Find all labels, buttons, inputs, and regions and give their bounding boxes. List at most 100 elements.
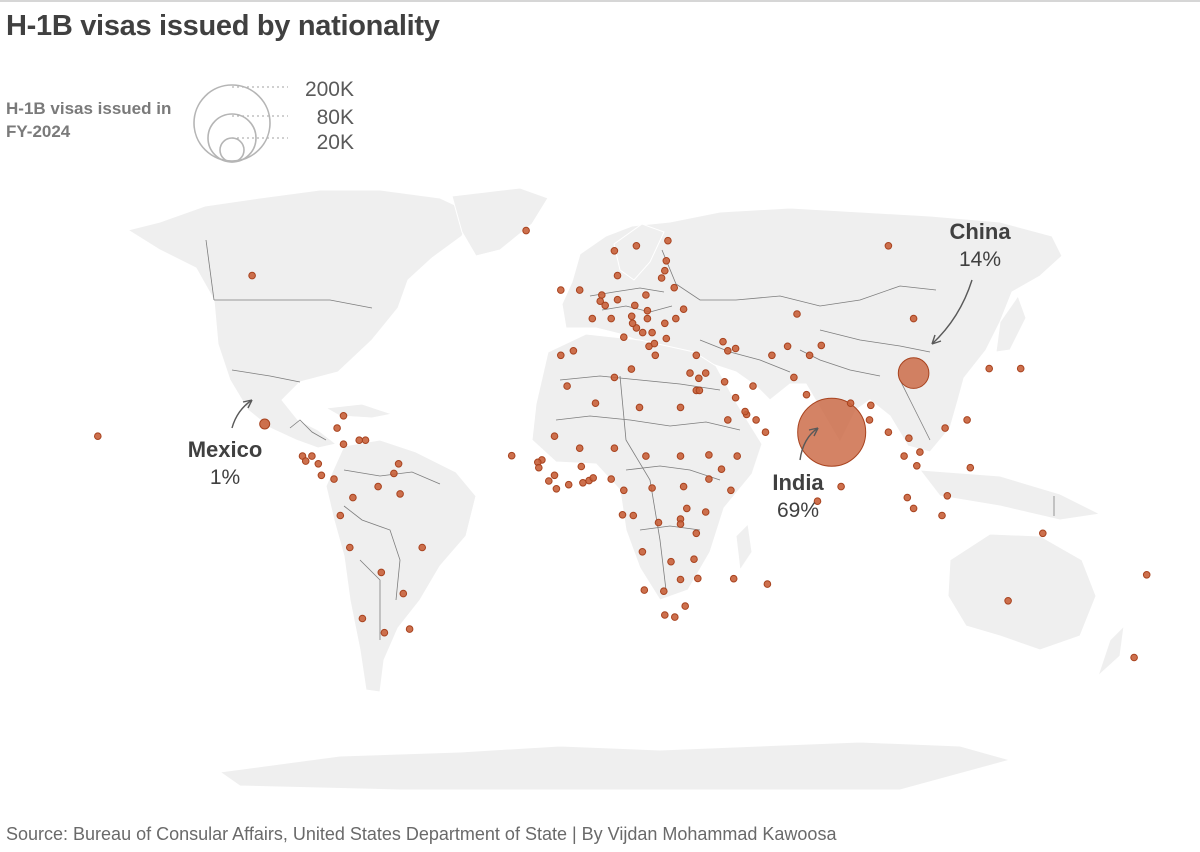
bubble-lebanon: [695, 374, 703, 383]
bubble-angola: [638, 548, 647, 556]
bubble-ireland: [557, 286, 565, 294]
mexico-label: Mexico: [187, 437, 263, 462]
bubble-dominican-republic: [361, 436, 370, 445]
bubble-north-macedonia: [650, 339, 659, 348]
border-china-south: [819, 329, 931, 353]
bubble-jordan: [695, 386, 704, 395]
border-middle-east: [699, 339, 791, 373]
bubble-sierra-leone: [545, 477, 553, 485]
bubble-austria: [627, 312, 636, 321]
bubble-panama: [330, 475, 338, 483]
border-usa-mexico: [231, 369, 301, 383]
bubble-oman: [761, 428, 770, 437]
bubble-liberia: [552, 485, 561, 493]
border-africa-south: [639, 525, 701, 531]
bubble-slovenia: [628, 319, 637, 328]
bubble-syria: [701, 369, 710, 377]
bubble-estonia: [662, 257, 671, 265]
bubble-bahrain: [741, 407, 749, 416]
land-antarctica: [218, 741, 1012, 791]
border-europe-b: [601, 305, 673, 313]
border-sa-south: [359, 559, 381, 640]
bubble-paraguay: [399, 589, 408, 598]
bubble-nigeria: [607, 475, 616, 483]
bubble-nepal: [846, 399, 855, 408]
legend-circle-200k: [193, 84, 271, 162]
bubble-saudi-arabia: [724, 416, 732, 424]
border-africa-vertical: [619, 375, 667, 591]
bubble-madagascar: [729, 574, 738, 583]
india-arrow: [799, 427, 819, 461]
border-alaska: [205, 239, 215, 301]
bubble-mongolia: [909, 314, 918, 323]
bubble-eswatini: [681, 602, 690, 610]
bubble-bolivia: [377, 568, 386, 577]
bubble-finland: [664, 236, 672, 245]
bubble-sudan: [676, 452, 685, 460]
land-madagascar: [735, 522, 753, 572]
bubble-pakistan: [802, 390, 811, 399]
bubble-portugal: [557, 351, 565, 360]
bubble-mozambique: [694, 574, 702, 583]
bubble-south-sudan: [679, 482, 688, 491]
border-central-asia: [735, 285, 937, 307]
bubble-namibia: [640, 586, 649, 594]
bubble-somalia: [727, 486, 735, 495]
bubble-burkina-faso: [577, 462, 586, 471]
bubble-australia: [1004, 597, 1012, 605]
bubble-iran: [749, 382, 757, 390]
bubble-lesotho: [671, 613, 679, 621]
land-scandinavia: [613, 223, 665, 281]
land-south-america: [325, 439, 477, 693]
bubble-chad: [642, 452, 650, 460]
india-arrowhead: [808, 427, 819, 437]
legend-value-80k: 80K: [317, 106, 354, 129]
bubble-colombia: [349, 493, 357, 502]
bubble-uruguay: [405, 625, 414, 633]
bubble-france: [588, 314, 597, 323]
bubble-romania: [661, 319, 669, 328]
bubble-vietnam: [916, 448, 924, 456]
bubble-tajikistan: [805, 351, 814, 360]
legend-label: H-1B visas issued in FY-2024: [6, 99, 172, 141]
bubble-egypt: [676, 403, 685, 412]
bubble-germany: [613, 295, 622, 304]
world-map: [94, 187, 1151, 791]
bubble-mauritania: [550, 432, 559, 441]
bubble-argentina: [380, 628, 389, 637]
border-africa-sahel: [555, 415, 741, 431]
bubble-peru: [346, 543, 354, 552]
bubble-luxembourg: [601, 301, 610, 310]
india-share: 69%: [776, 499, 820, 522]
bubble-guinea: [550, 471, 559, 480]
bubble-kuwait: [731, 393, 740, 402]
bubble-slovakia: [643, 306, 652, 315]
bubble-hong-kong: [941, 424, 949, 432]
border-central-america: [289, 419, 327, 441]
bubble-south-africa: [661, 611, 669, 619]
land-australia: [947, 533, 1097, 651]
bubble-morocco: [563, 382, 571, 390]
bubble-papua-new-guinea: [1039, 529, 1047, 538]
bubble-switzerland: [607, 314, 616, 323]
bubble-benin: [589, 474, 598, 482]
bubble-el-salvador: [301, 457, 310, 465]
bubble-trinidad-and-tobago: [390, 469, 398, 478]
bubble-spain: [569, 347, 578, 355]
bubble-iraq: [720, 378, 729, 386]
bubble-russia: [884, 242, 893, 250]
border-se-asia: [899, 379, 931, 441]
bubble-denmark: [613, 271, 622, 280]
bubble-tunisia: [610, 373, 619, 382]
bubble-dr-congo: [654, 518, 663, 527]
bubble-malta: [627, 365, 636, 373]
bubble-united-kingdom: [575, 286, 584, 294]
bubble-congo: [629, 511, 638, 520]
chart-title: H-1B visas issued by nationality: [6, 10, 440, 42]
bubble-botswana: [660, 587, 668, 596]
border-canada-usa: [214, 299, 373, 309]
land-masses: [126, 187, 1125, 791]
bubble-honduras: [308, 452, 316, 460]
bubble-new-zealand: [1130, 653, 1138, 662]
bubble-azerbaijan: [731, 344, 740, 353]
